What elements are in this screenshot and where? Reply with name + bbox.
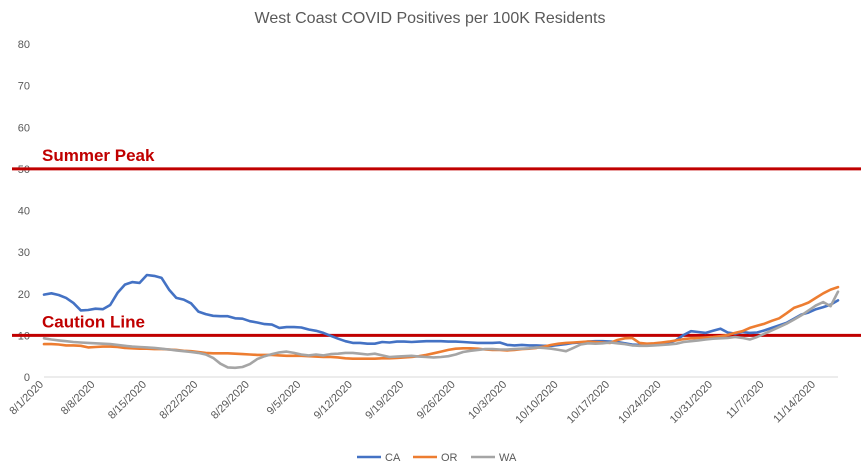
y-axis: 01020304050607080: [18, 39, 30, 384]
y-tick-label: 80: [18, 39, 30, 51]
x-tick-label: 8/22/2020: [157, 379, 200, 422]
x-tick-label: 9/19/2020: [363, 379, 406, 422]
x-axis: 8/1/2020 8/8/2020 8/15/2020 8/22/2020 8/29/2…: [7, 376, 838, 426]
series-line-wa: [42, 290, 840, 370]
reference-line-label: Summer Peak: [42, 146, 155, 165]
y-tick-label: 60: [18, 122, 30, 134]
x-tick-label: 8/8/2020: [59, 379, 98, 418]
x-tick-label: 9/12/2020: [312, 379, 355, 422]
x-tick-label: 10/3/2020: [466, 379, 509, 422]
series-line-ca: [42, 273, 840, 348]
x-tick-label: 10/10/2020: [513, 379, 560, 426]
y-tick-label: 70: [18, 81, 30, 93]
x-tick-label: 10/24/2020: [616, 379, 663, 426]
y-tick-label: 0: [24, 372, 30, 384]
x-tick-label: 8/29/2020: [209, 379, 252, 422]
legend-label-wa: WA: [499, 452, 517, 464]
x-tick-label: 11/14/2020: [771, 379, 818, 426]
chart-title: West Coast COVID Positives per 100K Resi…: [255, 10, 606, 27]
reference-line-label: Caution Line: [42, 312, 145, 331]
reference-lines: Summer Peak Caution Line: [12, 146, 861, 337]
x-tick-label: 10/31/2020: [668, 379, 715, 426]
legend: CA OR WA: [357, 452, 517, 464]
legend-label-or: OR: [441, 452, 458, 464]
y-tick-label: 20: [18, 289, 30, 301]
x-tick-label: 10/17/2020: [565, 379, 612, 426]
x-tick-label: 8/15/2020: [106, 379, 149, 422]
x-tick-label: 8/1/2020: [7, 379, 46, 418]
x-tick-label: 11/7/2020: [724, 379, 767, 422]
series-lines: [42, 273, 840, 370]
x-tick-label: 9/26/2020: [415, 379, 458, 422]
legend-label-ca: CA: [385, 452, 401, 464]
y-tick-label: 30: [18, 247, 30, 259]
y-tick-label: 40: [18, 206, 30, 218]
x-tick-label: 9/5/2020: [265, 379, 304, 418]
